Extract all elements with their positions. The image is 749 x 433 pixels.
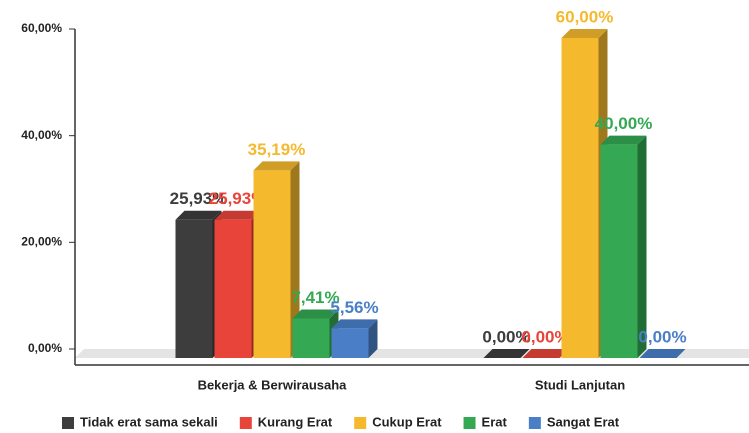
legend-swatch xyxy=(528,417,541,429)
legend-label: Sangat Erat xyxy=(547,414,620,429)
bar-face xyxy=(253,161,300,171)
bar-face xyxy=(292,309,339,319)
value-label: 60,00% xyxy=(556,7,614,26)
bar-face xyxy=(522,349,569,358)
y-tick-label: 20,00% xyxy=(21,235,62,249)
legend-label: Cukup Erat xyxy=(372,414,442,429)
legend-swatch xyxy=(62,417,74,429)
value-label: 0,00% xyxy=(482,327,530,346)
bar-face xyxy=(290,161,300,358)
bar-face xyxy=(175,219,213,358)
legend-swatch xyxy=(239,417,252,429)
bar xyxy=(600,135,647,358)
legend-label: Erat xyxy=(482,414,508,429)
value-label: 40,00% xyxy=(595,114,653,133)
value-label: 35,19% xyxy=(248,140,306,159)
value-label: 5,56% xyxy=(330,298,378,317)
bar xyxy=(331,319,378,358)
bar-face xyxy=(483,349,530,358)
value-label: 7,41% xyxy=(291,288,339,307)
x-tick-label: Bekerja & Berwirausaha xyxy=(198,377,348,392)
x-tick-label: Studi Lanjutan xyxy=(535,377,625,392)
bar-face xyxy=(292,318,330,358)
bar xyxy=(522,349,569,358)
bar-face xyxy=(175,210,222,220)
legend-swatch xyxy=(463,417,476,429)
value-label: 0,00% xyxy=(638,327,686,346)
bar-face xyxy=(331,328,369,358)
value-label: 25,93% xyxy=(209,189,267,208)
value-label: 0,00% xyxy=(521,327,569,346)
legend-label: Kurang Erat xyxy=(258,414,333,429)
bar-face xyxy=(368,319,378,358)
bar-face xyxy=(214,219,252,358)
bar-face xyxy=(600,135,647,145)
bar xyxy=(639,349,686,358)
bar-face xyxy=(253,170,291,358)
bar-face xyxy=(600,144,638,358)
bar-face xyxy=(214,210,261,220)
value-label: 25,93% xyxy=(170,189,228,208)
legend-label: Tidak erat sama sekali xyxy=(80,414,218,429)
y-tick-label: 0,00% xyxy=(28,341,62,355)
bar-face xyxy=(561,29,608,38)
bar xyxy=(253,161,300,358)
bar xyxy=(483,349,530,358)
bar-face xyxy=(637,135,647,358)
bar-face xyxy=(639,349,686,358)
legend-swatch xyxy=(354,417,367,429)
bar-face xyxy=(331,319,378,329)
y-tick-label: 60,00% xyxy=(21,21,62,35)
bar-face xyxy=(561,38,599,358)
y-tick-label: 40,00% xyxy=(21,128,62,142)
